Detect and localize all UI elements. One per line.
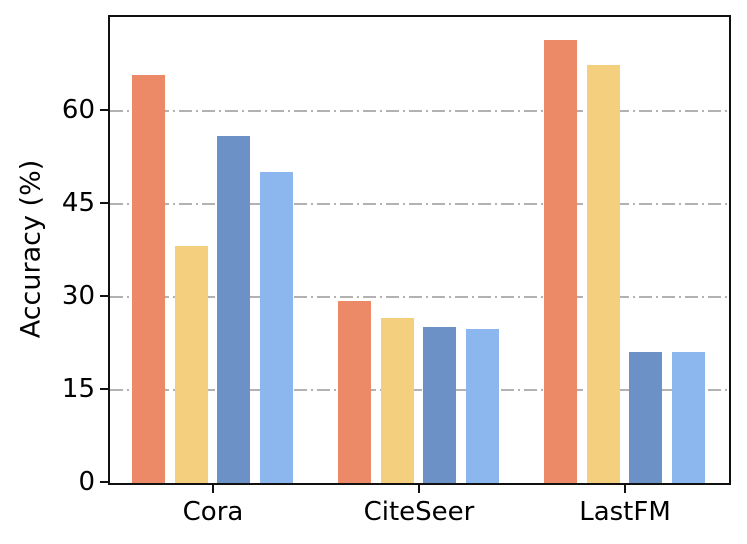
y-tick-0 xyxy=(99,480,108,484)
plot-area xyxy=(107,14,731,485)
y-tick-60 xyxy=(99,108,108,112)
x-tick-citeseer xyxy=(417,484,421,493)
bar-lastfm-dark-blue xyxy=(629,351,663,483)
bar-cora-yellow xyxy=(174,245,208,483)
x-tick-label-cora: Cora xyxy=(182,497,244,527)
y-tick-label-45: 45 xyxy=(61,188,95,218)
x-tick-cora xyxy=(211,484,215,493)
x-tick-label-citeseer: CiteSeer xyxy=(363,497,475,527)
y-tick-label-0: 0 xyxy=(78,467,95,497)
bar-citeseer-dark-blue xyxy=(423,326,457,483)
y-tick-label-60: 60 xyxy=(61,95,95,125)
x-tick-label-lastfm: LastFM xyxy=(579,497,671,527)
y-tick-label-30: 30 xyxy=(61,281,95,311)
y-tick-30 xyxy=(99,294,108,298)
bar-cora-orange xyxy=(132,74,166,483)
gridline-y-30 xyxy=(109,295,729,298)
gridline-y-60 xyxy=(109,109,729,112)
y-tick-15 xyxy=(99,387,108,391)
gridline-y-45 xyxy=(109,202,729,205)
y-tick-45 xyxy=(99,201,108,205)
bar-citeseer-orange xyxy=(338,300,372,483)
bar-cora-dark-blue xyxy=(217,135,251,483)
bar-lastfm-yellow xyxy=(586,64,620,483)
bar-lastfm-orange xyxy=(544,40,578,483)
x-tick-lastfm xyxy=(623,484,627,493)
y-tick-label-15: 15 xyxy=(61,374,95,404)
bar-citeseer-light-blue xyxy=(465,329,499,483)
bar-cora-light-blue xyxy=(259,171,293,483)
bar-citeseer-yellow xyxy=(380,318,414,483)
gridline-y-15 xyxy=(109,388,729,391)
bar-lastfm-light-blue xyxy=(671,352,705,483)
